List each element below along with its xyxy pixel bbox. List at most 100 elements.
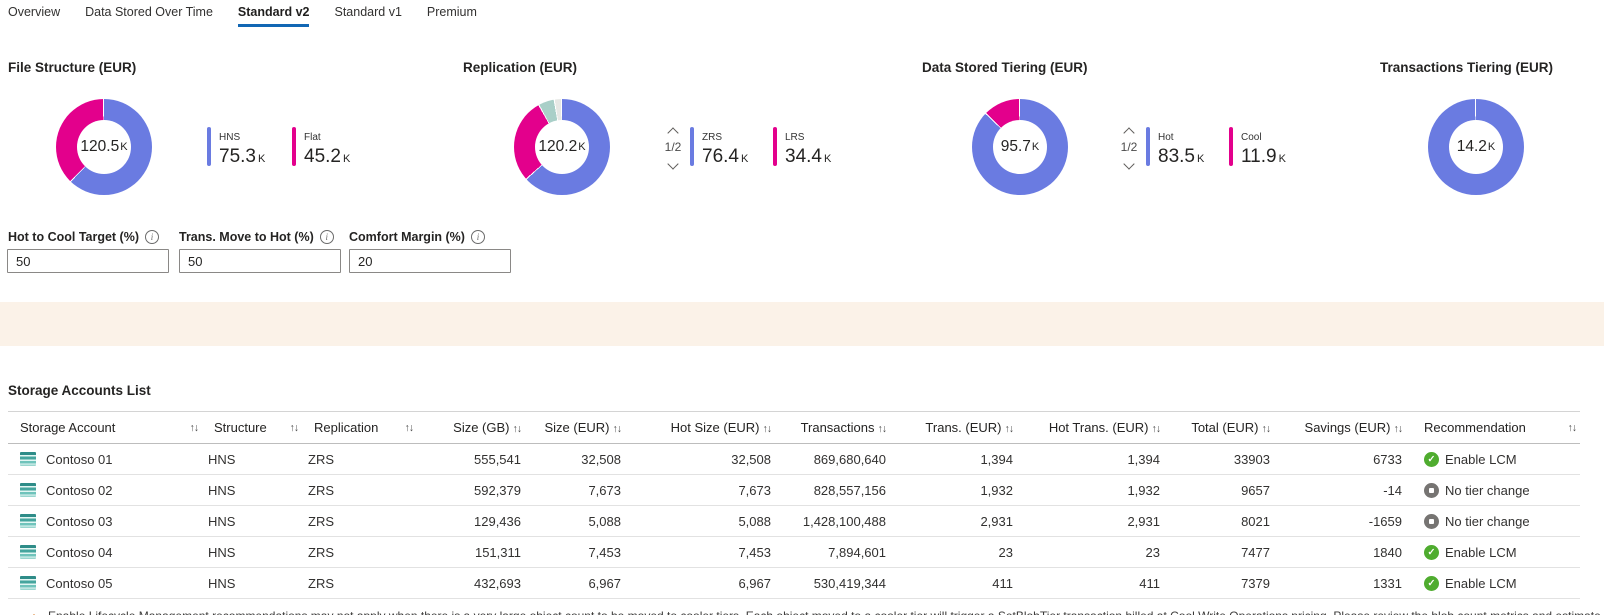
column-header-recommendation[interactable]: Recommendation ↑↓ — [1402, 411, 1580, 444]
column-header-total-eur[interactable]: Total (EUR) ↑↓ — [1160, 411, 1271, 444]
table-header-row: Storage Account ↑↓ Structure ↑↓ Replicatio… — [8, 411, 1580, 444]
pager-label: 1/2 — [1120, 140, 1138, 154]
account-name: Contoso 03 — [46, 513, 113, 529]
chevron-down-icon[interactable] — [1123, 158, 1135, 170]
sort-icon: ↑↓ — [404, 421, 414, 434]
chevron-up-icon[interactable] — [1123, 127, 1135, 139]
tab-standard-v1[interactable]: Standard v1 — [334, 5, 402, 19]
info-icon[interactable]: i — [145, 230, 159, 244]
comfort-margin-input[interactable] — [349, 249, 511, 273]
storage-accounts-list-title: Storage Accounts List — [8, 383, 151, 398]
comfort-margin-label: Comfort Margin (%) i — [349, 230, 485, 244]
storage-account-icon — [20, 514, 36, 528]
legend-item-cool[interactable]: Cool 11.9 K — [1229, 127, 1286, 169]
recommendation-icon — [1424, 544, 1439, 560]
recommendation-icon — [1424, 451, 1439, 467]
account-name: Contoso 04 — [46, 544, 113, 560]
storage-accounts-table: Storage Account ↑↓ Structure ↑↓ Replicatio… — [8, 411, 1580, 599]
recommendation-icon — [1424, 513, 1439, 529]
data-stored-tiering-chart-title: Data Stored Tiering (EUR) — [922, 60, 1088, 75]
file-structure-donut-chart[interactable]: 120.5 K — [56, 99, 152, 195]
chevron-up-icon[interactable] — [667, 127, 679, 139]
donut-center-label: 14.2 K — [1449, 120, 1503, 174]
hot-to-cool-target-input[interactable] — [7, 249, 169, 273]
donut-center-label: 120.5 K — [77, 120, 131, 174]
tab-standard-v2[interactable]: Standard v2 — [237, 5, 310, 27]
storage-account-icon — [20, 483, 36, 497]
legend-swatch — [1146, 127, 1150, 166]
replication-donut-chart[interactable]: 120.2 K — [514, 99, 610, 195]
sort-icon: ↑↓ — [289, 421, 299, 434]
sort-icon: ↑↓ — [1393, 423, 1403, 435]
table-row[interactable]: Contoso 04 HNS ZRS 151,311 7,453 7,453 7… — [8, 536, 1580, 568]
legend-item-hot[interactable]: Hot 83.5 K — [1146, 127, 1204, 169]
storage-account-icon — [20, 452, 36, 466]
table-row[interactable]: Contoso 02 HNS ZRS 592,379 7,673 7,673 8… — [8, 474, 1580, 506]
recommendation-label: No tier change — [1445, 482, 1530, 498]
info-icon[interactable]: i — [319, 230, 334, 244]
recommendation-label: No tier change — [1445, 513, 1530, 529]
legend-swatch — [690, 127, 694, 166]
donut-center-label: 95.7 K — [993, 120, 1047, 174]
table-row[interactable]: Contoso 03 HNS ZRS 129,436 5,088 5,088 1… — [8, 505, 1580, 537]
table-row[interactable]: Contoso 01 HNS ZRS 555,541 32,508 32,508… — [8, 443, 1580, 475]
table-row[interactable]: Contoso 05 HNS ZRS 432,693 6,967 6,967 5… — [8, 567, 1580, 599]
legend-item-hns[interactable]: HNS 75.3 K — [207, 127, 265, 169]
legend-swatch — [1229, 127, 1233, 166]
trans-move-to-hot-label: Trans. Move to Hot (%) i — [179, 230, 334, 244]
data-stored-tiering-donut-chart[interactable]: 95.7 K — [972, 99, 1068, 195]
sort-icon: ↑↓ — [1151, 423, 1161, 435]
recommendation-label: Enable LCM — [1445, 575, 1517, 591]
column-header-trans-eur[interactable]: Trans. (EUR) ↑↓ — [886, 411, 1014, 444]
column-header-size-gb[interactable]: Size (GB) ↑↓ — [423, 411, 522, 444]
sort-icon: ↑↓ — [877, 423, 887, 435]
tab-premium[interactable]: Premium — [426, 5, 477, 19]
replication-chart-title: Replication (EUR) — [463, 60, 578, 75]
account-name: Contoso 05 — [46, 575, 113, 591]
column-header-hot-size-eur[interactable]: Hot Size (EUR) ↑↓ — [621, 411, 772, 444]
legend-swatch — [773, 127, 777, 166]
sort-icon: ↑↓ — [1004, 423, 1014, 435]
recommendation-label: Enable LCM — [1445, 544, 1517, 560]
legend-item-lrs[interactable]: LRS 34.4 K — [773, 127, 831, 169]
info-icon[interactable]: i — [470, 230, 485, 244]
sort-icon: ↑↓ — [762, 423, 772, 435]
transactions-tiering-donut-chart[interactable]: 14.2 K — [1428, 99, 1524, 195]
column-header-hot-trans-eur[interactable]: Hot Trans. (EUR) ↑↓ — [1013, 411, 1161, 444]
lcm-warning-banner: Enable Lifecycle Management recommendati… — [0, 302, 1604, 615]
column-header-transactions[interactable]: Transactions ↑↓ — [771, 411, 887, 444]
transactions-tiering-chart-title: Transactions Tiering (EUR) — [1380, 60, 1554, 75]
sort-icon: ↑↓ — [189, 421, 199, 434]
donut-center-label: 120.2 K — [535, 120, 589, 174]
sort-icon: ↑↓ — [512, 423, 522, 435]
legend-swatch — [207, 127, 211, 166]
file-structure-chart-title: File Structure (EUR) — [8, 60, 137, 75]
column-header-replication[interactable]: Replication ↑↓ — [308, 411, 423, 444]
sort-icon: ↑↓ — [612, 423, 622, 435]
storage-account-icon — [20, 576, 36, 590]
recommendation-icon — [1424, 482, 1439, 498]
chevron-down-icon[interactable] — [667, 158, 679, 170]
storage-account-icon — [20, 545, 36, 559]
tab-overview[interactable]: Overview — [8, 5, 61, 19]
trans-move-to-hot-input[interactable] — [179, 249, 341, 273]
legend-pager: 1/2 — [660, 126, 686, 170]
column-header-storage-account[interactable]: Storage Account ↑↓ — [8, 411, 208, 444]
column-header-structure[interactable]: Structure ↑↓ — [208, 411, 308, 444]
legend-item-zrs[interactable]: ZRS 76.4 K — [690, 127, 748, 169]
account-name: Contoso 01 — [46, 451, 113, 467]
sort-icon: ↑↓ — [1261, 423, 1271, 435]
column-header-size-eur[interactable]: Size (EUR) ↑↓ — [521, 411, 622, 444]
tab-data-stored-over-time[interactable]: Data Stored Over Time — [85, 5, 213, 19]
account-name: Contoso 02 — [46, 482, 113, 498]
column-header-savings-eur[interactable]: Savings (EUR) ↑↓ — [1270, 411, 1403, 444]
recommendation-label: Enable LCM — [1445, 451, 1517, 467]
legend-pager: 1/2 — [1116, 126, 1142, 170]
sort-icon: ↑↓ — [1567, 421, 1577, 434]
pager-label: 1/2 — [664, 140, 682, 154]
legend-item-flat[interactable]: Flat 45.2 K — [292, 127, 350, 169]
recommendation-icon — [1424, 575, 1439, 591]
warning-message: Enable Lifecycle Management recommendati… — [48, 608, 1604, 615]
hot-to-cool-target-label: Hot to Cool Target (%) i — [8, 230, 159, 244]
